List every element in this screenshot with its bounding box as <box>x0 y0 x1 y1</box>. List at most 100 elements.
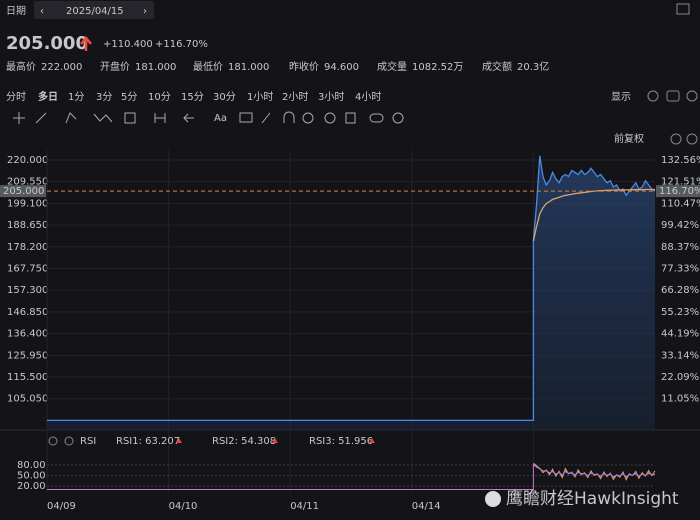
period-tab[interactable]: 10分 <box>148 91 171 103</box>
zoom-out[interactable] <box>670 133 682 145</box>
stat-value: 20.3亿 <box>517 60 549 73</box>
lock-tool[interactable] <box>302 112 314 124</box>
link-tool[interactable] <box>369 113 384 123</box>
text-tool[interactable]: Aa <box>214 113 227 124</box>
y2-tick-label: 77.33% <box>661 263 699 274</box>
toolbar-settings[interactable] <box>392 112 404 124</box>
date-picker[interactable] <box>34 1 154 19</box>
period-tab[interactable]: 2小时 <box>282 91 308 103</box>
period-tab[interactable]: 1小时 <box>247 91 273 103</box>
channel-tool[interactable] <box>65 112 77 124</box>
rsi-tick-label: 80.00 <box>17 460 46 471</box>
rsi-legend: RSI1: 63.207 <box>116 436 180 447</box>
stat-label: 成交量 <box>377 60 407 73</box>
y2-tick-label: 22.09% <box>661 372 699 383</box>
stat-value: 181.000 <box>228 62 269 73</box>
hide-tool[interactable] <box>324 112 336 124</box>
rsi-title: RSI <box>80 436 96 447</box>
y2-tick-label: 11.05% <box>661 394 699 405</box>
watermark: 鹰瞻财经HawkInsight <box>506 489 679 509</box>
next-day[interactable]: › <box>143 6 147 17</box>
period-tab[interactable]: 多日 <box>38 90 58 103</box>
rsi-legend: RSI2: 54.308 <box>212 436 276 447</box>
period-tab[interactable]: 4小时 <box>355 91 381 103</box>
price-change: +110.400 <box>103 39 153 50</box>
prev-day[interactable]: ‹ <box>40 6 44 17</box>
price-change-pct: +116.70% <box>155 39 208 50</box>
rsi-tick-label: 50.00 <box>17 471 46 482</box>
y-tick-label: 209.550 <box>7 177 48 188</box>
current-pct-label: 116.70% <box>659 186 700 197</box>
period-tab[interactable]: 3小时 <box>318 91 344 103</box>
move-tool[interactable] <box>13 112 25 124</box>
y-tick-label: 167.750 <box>7 264 48 275</box>
rsi-close[interactable] <box>64 436 74 446</box>
y-tick-label: 115.500 <box>7 372 48 383</box>
delete-tool[interactable] <box>345 112 356 124</box>
period-tab[interactable]: 分时 <box>6 91 26 103</box>
y2-tick-label: 121.51% <box>661 177 700 188</box>
note-tool[interactable] <box>239 112 253 123</box>
x-tick-label: 04/11 <box>290 501 319 512</box>
rsi-legend-arrow <box>272 438 278 443</box>
y-tick-label: 146.850 <box>7 307 48 318</box>
y2-tick-label: 99.42% <box>661 220 699 231</box>
arrow-tool[interactable] <box>183 113 194 123</box>
up-arrow <box>80 36 92 51</box>
y-tick-label: 105.050 <box>7 394 48 405</box>
period-tab[interactable]: 30分 <box>213 91 236 103</box>
y-tick-label: 178.200 <box>7 242 48 253</box>
fib-tool[interactable] <box>124 112 136 124</box>
stat-label: 成交额 <box>482 60 512 73</box>
y-tick-label: 220.000 <box>7 155 48 166</box>
current-pct-box <box>656 185 700 198</box>
rsi-legend-arrow <box>176 438 182 443</box>
y2-tick-label: 132.56% <box>661 155 700 166</box>
rsi-line <box>47 464 655 490</box>
period-tab[interactable]: 15分 <box>181 91 204 103</box>
x-tick-label: 04/09 <box>47 501 76 512</box>
zoom-in[interactable] <box>686 133 698 145</box>
camera-icon[interactable] <box>666 90 680 102</box>
stat-value: 1082.52万 <box>412 62 463 73</box>
watermark-icon <box>485 491 501 507</box>
y2-tick-label: 55.23% <box>661 307 699 318</box>
stat-value: 181.000 <box>135 62 176 73</box>
y-tick-label: 157.300 <box>7 285 48 296</box>
stat-value: 94.600 <box>324 62 359 73</box>
y2-tick-label: 33.14% <box>661 350 699 361</box>
magnet-tool[interactable] <box>283 111 295 123</box>
stat-value: 222.000 <box>41 62 82 73</box>
y2-tick-label: 44.19% <box>661 329 699 340</box>
series-line <box>47 155 656 422</box>
period-tab[interactable]: 5分 <box>121 91 137 103</box>
period-tab[interactable]: 1分 <box>68 91 84 103</box>
stat-label: 最高价 <box>6 60 36 73</box>
line-tool[interactable] <box>35 112 47 124</box>
fullscreen-icon[interactable] <box>676 3 690 15</box>
y2-tick-label: 110.47% <box>661 198 700 209</box>
x-tick-label: 04/14 <box>412 501 441 512</box>
date: 2025/04/15 <box>66 6 124 17</box>
date-label: 日期 <box>6 5 26 17</box>
rsi-tick-label: 20.00 <box>17 481 46 492</box>
display-menu[interactable]: 显示 <box>611 91 631 103</box>
range-tool[interactable] <box>154 113 166 123</box>
y-tick-label: 199.100 <box>7 198 48 209</box>
stat-label: 开盘价 <box>100 60 130 73</box>
wave-tool[interactable] <box>93 113 113 123</box>
share-icon[interactable] <box>686 90 698 102</box>
period-tab[interactable]: 3分 <box>96 91 112 103</box>
rsi-legend-arrow <box>369 438 375 443</box>
pen-tool[interactable] <box>261 112 271 124</box>
y2-tick-label: 66.28% <box>661 285 699 296</box>
settings-icon[interactable] <box>647 90 659 102</box>
stat-label: 昨收价 <box>289 60 319 73</box>
y-tick-label: 125.950 <box>7 350 48 361</box>
adjust-mode[interactable]: 前复权 <box>614 132 644 145</box>
rsi-legend: RSI3: 51.956 <box>309 436 373 447</box>
drawing-toolbar <box>13 111 404 124</box>
rsi-settings[interactable] <box>48 436 58 446</box>
